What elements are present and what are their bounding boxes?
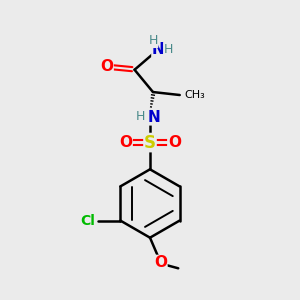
Text: H: H [164,43,173,56]
Text: O: O [119,135,132,150]
Text: H: H [136,110,145,123]
Text: N: N [152,42,165,57]
Text: N: N [147,110,160,125]
Text: S: S [144,134,156,152]
Text: O: O [154,255,167,270]
Text: O: O [168,135,181,150]
Text: H: H [148,34,158,47]
Text: O: O [100,59,113,74]
Text: CH₃: CH₃ [184,90,205,100]
Text: Cl: Cl [80,214,95,228]
